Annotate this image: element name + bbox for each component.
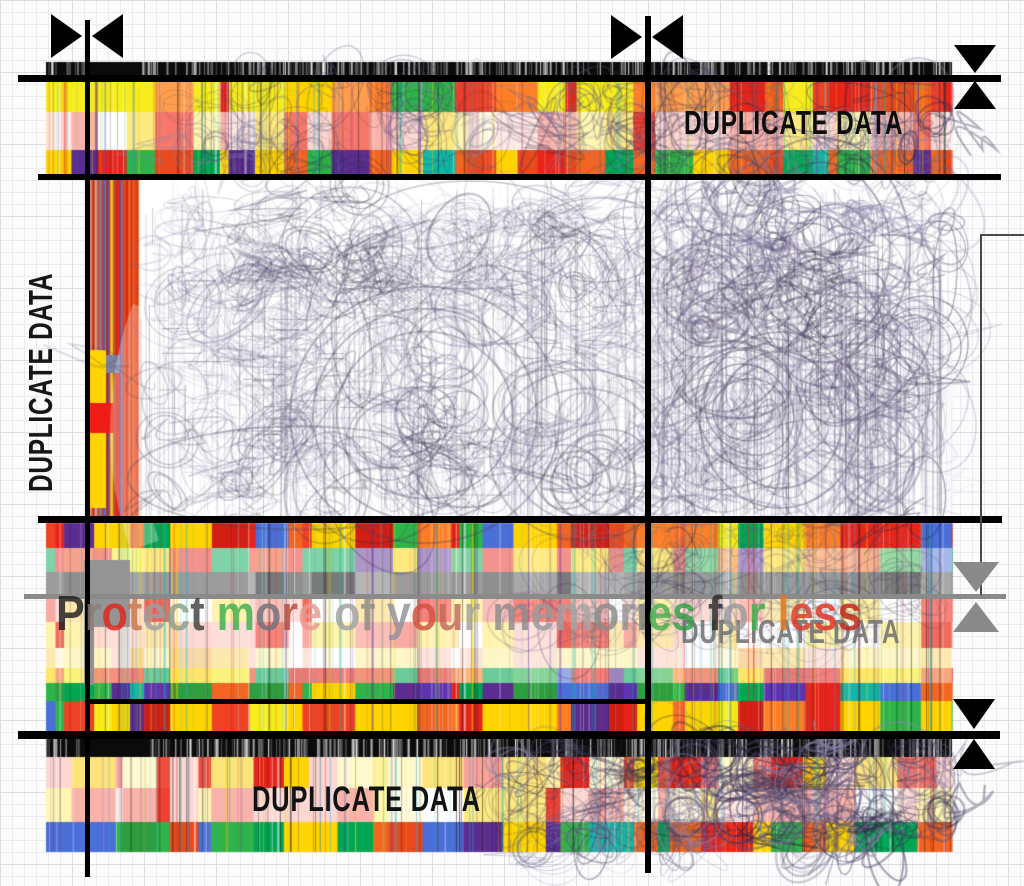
crop-mark-top-left-icon [51, 14, 123, 58]
trim-line-top [18, 75, 1001, 82]
frame-outline-right-vertical [980, 235, 982, 595]
duplicate-data-label-middle: DUPLICATE DATA [681, 613, 901, 650]
duplicate-data-label-left: DUPLICATE DATA [22, 272, 59, 492]
duplicate-data-label-bottom: DUPLICATE DATA [252, 780, 481, 819]
trim-line-lower-short [88, 699, 650, 704]
crop-mark-right-top-icon [954, 45, 996, 109]
crop-mark-right-middle-icon [953, 562, 999, 632]
watermark-text: Protect more of your memories for less [56, 587, 862, 641]
trim-line-vertical-left [85, 20, 90, 877]
trim-line-middle [38, 516, 1002, 523]
duplicate-data-label-top: DUPLICATE DATA [684, 104, 904, 141]
trim-line-vertical-center [645, 16, 651, 873]
trim-line-upper [38, 174, 1001, 180]
crop-mark-top-center-icon [611, 15, 683, 59]
frame-outline-right-horizontal [980, 234, 1024, 236]
trim-line-gray [24, 594, 1006, 599]
trim-line-lower [18, 731, 1000, 739]
crop-mark-right-bottom-icon [953, 699, 995, 769]
